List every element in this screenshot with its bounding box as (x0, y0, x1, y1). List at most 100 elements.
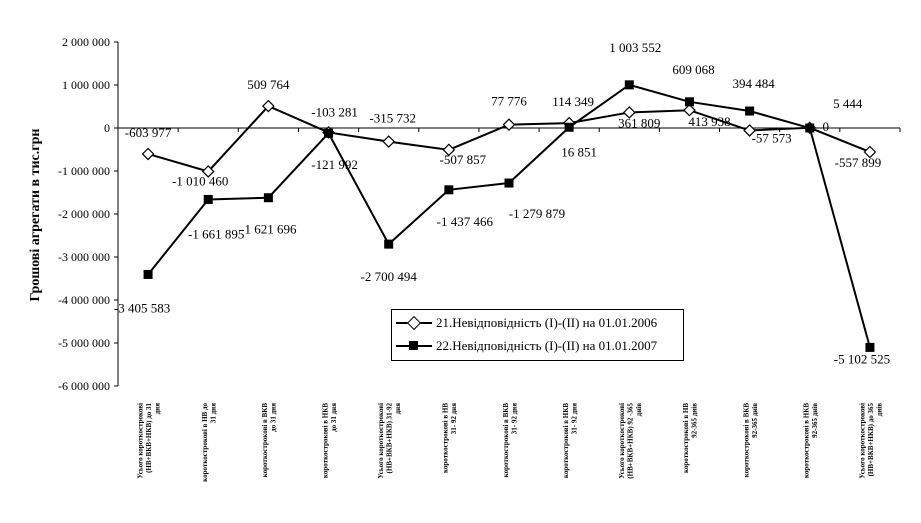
x-category-label-line: 31 дня (209, 403, 217, 423)
data-point-square (143, 269, 153, 279)
data-label: 394 484 (732, 76, 775, 91)
data-label: -1 010 460 (172, 173, 228, 188)
data-label: 361 809 (618, 115, 660, 130)
data-point-diamond (442, 143, 456, 157)
x-category-label: короткострокові в НВ 92-365 днів (682, 403, 699, 473)
x-category-label-line: 31- 92 дня (510, 403, 518, 434)
data-label: 5 444 (833, 96, 863, 111)
data-label: -507 857 (440, 152, 487, 167)
series-markers (141, 80, 877, 352)
data-point-diamond (743, 124, 756, 137)
x-category-label: короткострокові в НВ 31- 92 дня (442, 403, 459, 473)
x-category-label-line: до 31 дня (270, 403, 278, 432)
x-category-label-line: днів (875, 403, 883, 417)
x-category-label: короткострокові в ВКВ 92-365 днів (742, 403, 759, 478)
y-tick-label: -5 000 000 (58, 336, 110, 350)
data-point-square (384, 239, 394, 249)
square-marker-icon (409, 341, 418, 350)
x-category-label-line: короткострокові в ВКВ (742, 403, 750, 478)
x-category-label-line: короткострокові в ВКВ (502, 403, 510, 478)
y-tick-label: -6 000 000 (58, 379, 110, 393)
data-point-square (504, 178, 514, 188)
x-category-labels: Усього короткострокові (НВ+ВКВ+НКВ) до 31… (137, 403, 884, 482)
data-label: 1 003 552 (609, 40, 661, 55)
data-label: -121 992 (311, 157, 358, 172)
data-label: -3 405 583 (114, 300, 170, 315)
x-category-label-line: короткострокові в НКВ (562, 403, 570, 478)
diamond-marker-icon (406, 315, 422, 331)
y-tick-label: 1 000 000 (62, 78, 110, 92)
x-category-label-line: дня (154, 403, 162, 415)
x-category-label: Усього короткострокові (НВ+ВКВ+НКВ) 92 -3… (618, 403, 643, 479)
data-point-diamond (863, 145, 877, 159)
legend-item-2006: 21.Невідповідність (I)-(II) на 01.01.200… (392, 312, 682, 334)
legend: 21.Невідповідність (I)-(II) на 01.01.200… (391, 309, 684, 361)
data-point-diamond (683, 103, 696, 117)
data-point-diamond (382, 135, 396, 148)
x-category-label-line: короткострокові в НВ (682, 403, 690, 473)
data-label: 0 (823, 119, 830, 134)
y-tick-label: -4 000 000 (58, 293, 110, 307)
x-category-label-line: короткострокові в НВ (442, 403, 450, 473)
data-point-square (624, 80, 634, 90)
x-category-label-line: 31- 92 дня (570, 403, 578, 434)
data-label: 77 776 (491, 94, 527, 109)
y-axis-title: Грошові агрегати в тис.грн (28, 129, 43, 302)
legend-item-2007: 22.Невідповідність (I)-(II) на 01.01.200… (392, 335, 682, 357)
x-category-label-line: короткострокові в НВ до (201, 403, 209, 482)
x-category-label-line: Усього короткострокові (377, 403, 385, 479)
x-category-label-line: короткострокові в НКВ (321, 403, 329, 478)
x-category-label: короткострокові в НКВ до 31 дня (321, 403, 338, 478)
x-category-label-line: днів (635, 403, 643, 417)
x-category-label-line: (НВ+ВКВ+НКВ) 31-92 (386, 403, 394, 474)
x-category-label-line: (НВ+ВКВ+НКВ) до 31 (145, 403, 153, 473)
x-category-label: Усього короткострокові (НВ+ВКВ+НКВ) 31-92… (377, 403, 402, 479)
data-label: 609 068 (672, 62, 714, 77)
x-category-label-line: 92-365 днів (811, 403, 819, 438)
legend-label-2007: 22.Невідповідність (I)-(II) на 01.01.200… (436, 338, 658, 353)
data-point-square (684, 97, 694, 107)
x-category-label: Усього короткострокові (НВ+ВКВ+НКВ) до 31… (137, 403, 162, 479)
x-category-label-line: Усього короткострокові (618, 403, 626, 479)
data-label: -1 279 879 (509, 206, 565, 221)
x-category-label-line: (НВ+ВКВ+НКВ) до 365 (867, 403, 875, 477)
data-point-square (745, 106, 755, 116)
x-category-label-line: 92-365 днів (751, 403, 759, 438)
data-label: -1 437 466 (437, 214, 494, 229)
x-category-label-line: до 31 дня (330, 403, 338, 432)
x-category-label-line: (НВ+ВКВ+НКВ) 92 -365 (626, 403, 634, 479)
data-point-square (324, 128, 334, 138)
data-label: -1 661 895 (188, 226, 244, 241)
data-label: 509 764 (247, 77, 290, 92)
data-point-diamond (502, 118, 516, 132)
data-label: -557 899 (835, 155, 882, 170)
y-tick-label: 0 (104, 121, 110, 135)
x-category-label-line: короткострокові в НКВ (803, 403, 811, 478)
data-label: 16 851 (561, 144, 597, 159)
data-label: -1 621 696 (240, 222, 297, 237)
y-tick-label: -3 000 000 (58, 250, 110, 264)
data-label: -57 573 (752, 130, 792, 145)
data-label: 413 938 (688, 114, 730, 129)
data-point-diamond (262, 99, 275, 113)
x-category-label-line: дня (394, 403, 402, 415)
x-category-label: короткострокові в НКВ 31- 92 дня (562, 403, 579, 478)
x-category-label-line: короткострокові в ВКВ (261, 403, 269, 478)
data-point-square (444, 185, 454, 195)
legend-label-2006: 21.Невідповідність (I)-(II) на 01.01.200… (436, 315, 658, 330)
x-category-label: короткострокові в ВКВ до 31 дня (261, 403, 278, 478)
data-point-square (203, 194, 213, 204)
data-point-square (865, 342, 875, 352)
data-label: 114 349 (552, 94, 594, 109)
x-category-label-line: Усього короткострокові (137, 403, 145, 479)
data-label: -315 732 (369, 111, 416, 126)
x-category-label: Усього короткострокові (НВ+ВКВ+НКВ) до 36… (858, 403, 883, 479)
x-category-label: короткострокові в НКВ 92-365 днів (803, 403, 820, 478)
x-category-label: короткострокові в ВКВ 31- 92 дня (502, 403, 519, 478)
x-category-label-line: Усього короткострокові (858, 403, 866, 479)
y-tick-labels: -6 000 000 -5 000 000 -4 000 000 -3 000 000… (58, 35, 110, 393)
data-label: -603 977 (125, 125, 172, 140)
data-point-square (263, 193, 273, 203)
